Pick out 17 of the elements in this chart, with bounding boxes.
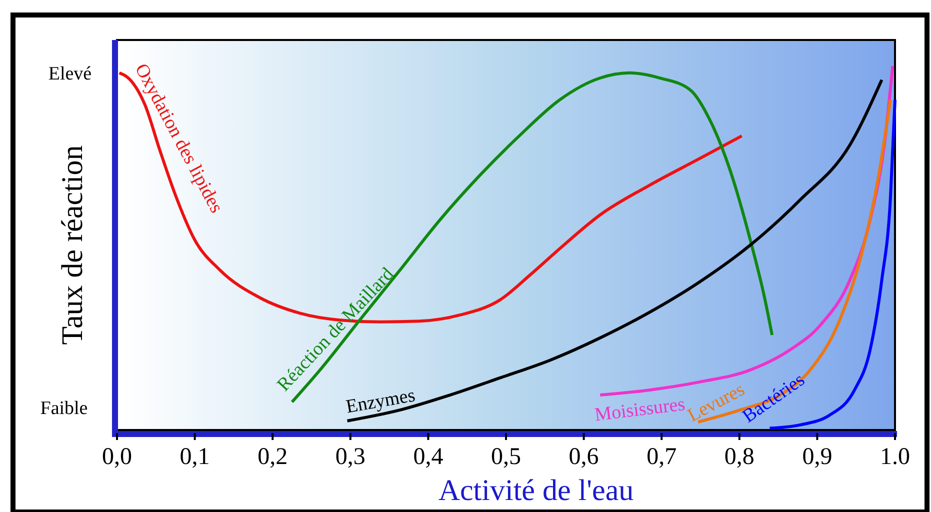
x-tick-label: 0,3: [335, 444, 366, 470]
y-axis-title: Taux de réaction: [56, 145, 89, 345]
text: Elevé: [48, 63, 92, 84]
x-tick-label: 0,0: [102, 444, 132, 470]
x-tick-label: 0,4: [413, 444, 444, 470]
x-tick-label: 0,5: [491, 444, 521, 470]
x-tick-label: 1.0: [880, 444, 910, 470]
text: Moisissures: [594, 394, 686, 426]
x-axis-title: Activité de l'eau: [438, 474, 634, 507]
x-tick-label: 0,6: [568, 444, 599, 470]
x-tick-label: 0,7: [646, 444, 677, 470]
x-tick-label: 0,2: [258, 444, 288, 470]
x-tick-label: 0,8: [724, 444, 754, 470]
text: Faible: [40, 398, 88, 420]
x-tick-label: 0,9: [802, 444, 832, 470]
text: Enzymes: [344, 385, 417, 418]
x-tick-label: 0,1: [180, 444, 210, 470]
